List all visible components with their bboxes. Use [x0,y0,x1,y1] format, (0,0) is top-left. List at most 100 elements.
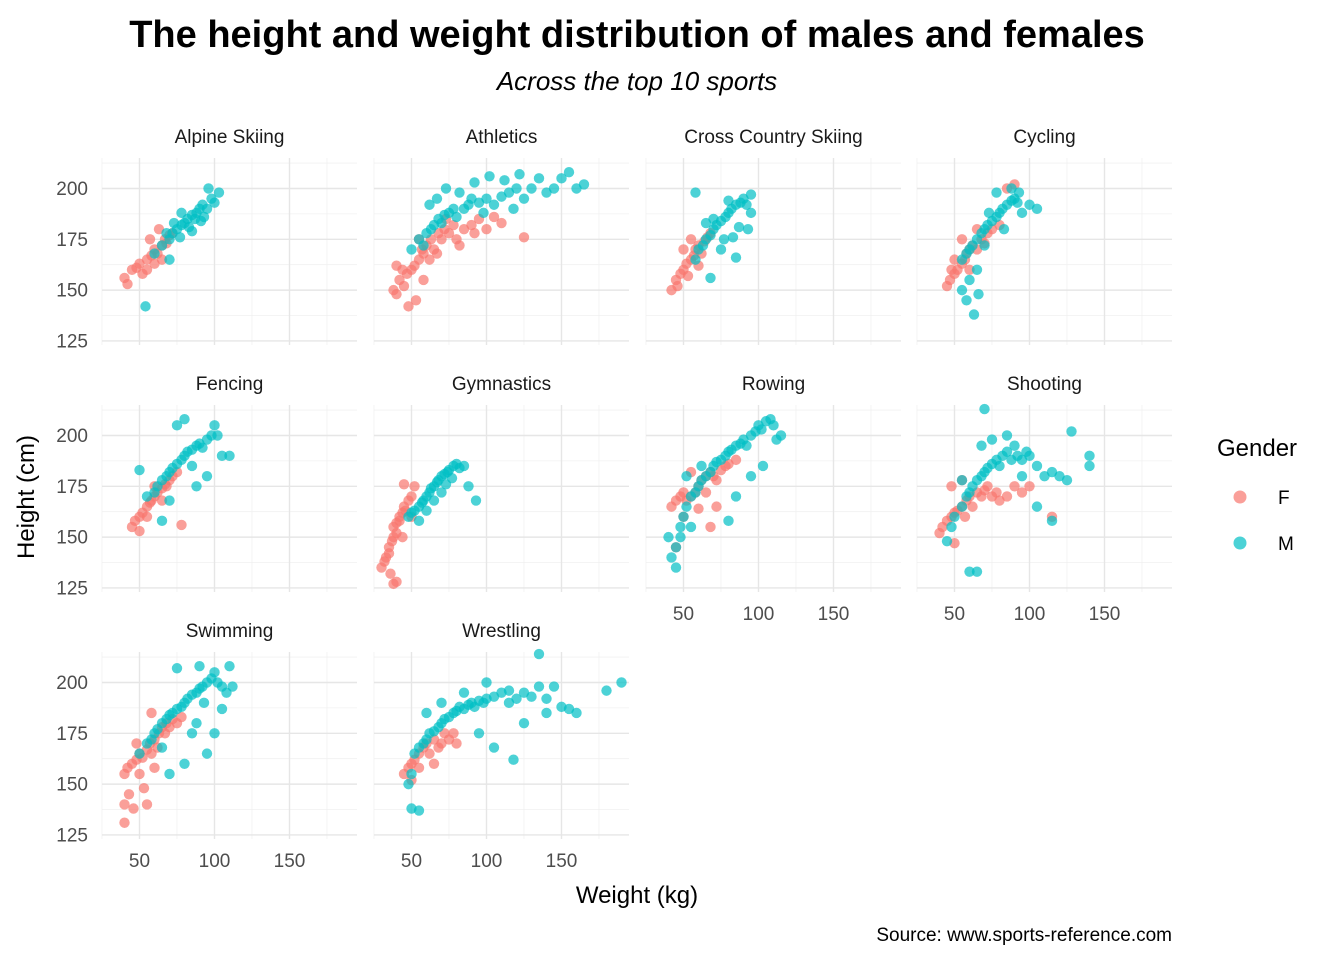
point-male [742,223,754,235]
point-male [197,442,208,453]
legend-key-M [1233,536,1247,550]
point-female [418,274,429,286]
point-female [156,495,168,506]
point-male [1031,203,1043,215]
point-female [123,789,135,800]
point-male [968,309,980,320]
point-male [209,728,220,739]
point-female [391,576,402,588]
point-female [436,234,447,245]
point-male [156,240,168,251]
x-tick-label: 150 [1089,604,1121,625]
point-male [1009,440,1020,451]
point-male [548,681,560,692]
x-tick-label: 100 [471,851,503,872]
point-female [413,762,425,774]
source-caption: Source: www.sports-reference.com [876,925,1172,946]
point-female [1009,481,1020,492]
point-female [1016,487,1028,498]
legend-key-F [1233,490,1247,504]
y-tick-label: 125 [56,825,88,846]
point-female [128,803,139,814]
point-male [675,531,686,543]
panel-shooting: Shooting 50 100 150 [916,374,1172,625]
point-male [436,697,447,709]
y-tick-label: 200 [56,673,88,694]
point-male [436,217,447,229]
point-male [964,566,975,577]
point-male [431,193,443,204]
point-male [745,189,757,200]
point-male [224,661,235,672]
point-male [191,481,202,492]
point-female [466,219,477,231]
x-tick-label: 100 [1014,604,1046,625]
point-female [481,223,492,235]
point-male [195,215,207,227]
point-female [959,511,971,522]
point-male [186,225,198,237]
y-tick-label: 150 [56,281,88,302]
point-male [994,460,1005,472]
point-male [454,187,465,198]
point-male [956,501,968,512]
point-male [511,693,522,704]
point-male [756,424,767,435]
point-male [463,481,474,492]
point-female [518,232,530,243]
point-male [946,521,957,533]
point-male [406,244,417,255]
point-male [1001,446,1013,457]
y-tick-label: 175 [56,230,88,251]
strip-label-cross-country-skiing: Cross Country Skiing [684,127,862,148]
point-male [224,450,235,462]
point-male [201,748,213,759]
point-male [757,460,769,472]
point-female [424,254,435,265]
point-male [775,430,787,441]
point-male [424,199,435,210]
panel-rowing: Rowing 50 100 150 [645,374,901,625]
point-male [745,470,757,482]
y-tick-label: 200 [56,426,88,447]
point-female [431,248,443,259]
point-female [409,481,420,492]
point-male [979,403,990,415]
point-male [1084,450,1095,462]
point-male [458,460,470,472]
point-male [961,295,972,306]
point-female [119,817,130,828]
strip-label-alpine-skiing: Alpine Skiing [175,127,285,148]
y-axis-title: Height (cm) [13,435,40,559]
point-male [198,697,210,709]
point-male [140,301,151,312]
point-female [956,234,968,245]
point-male [201,203,213,215]
point-male [690,187,701,198]
point-male [179,414,190,425]
y-tick-label: 125 [56,331,88,352]
panel-athletics: Athletics [373,127,629,345]
point-male [451,211,462,223]
point-female [1001,491,1013,502]
point-male [149,248,160,259]
point-female [685,234,697,245]
point-female [946,264,957,275]
point-male [164,768,175,780]
point-male [971,264,983,275]
strip-label-wrestling: Wrestling [462,621,541,642]
point-female [122,278,133,290]
point-male [212,430,223,441]
point-female [682,270,694,282]
point-male [406,768,417,780]
point-male [1012,197,1023,208]
point-male [733,221,745,233]
point-male [681,501,692,512]
point-male [508,203,519,215]
x-tick-label: 100 [199,851,231,872]
point-female [141,264,153,275]
point-female [403,301,414,312]
point-male [421,707,432,719]
point-female [711,501,722,512]
